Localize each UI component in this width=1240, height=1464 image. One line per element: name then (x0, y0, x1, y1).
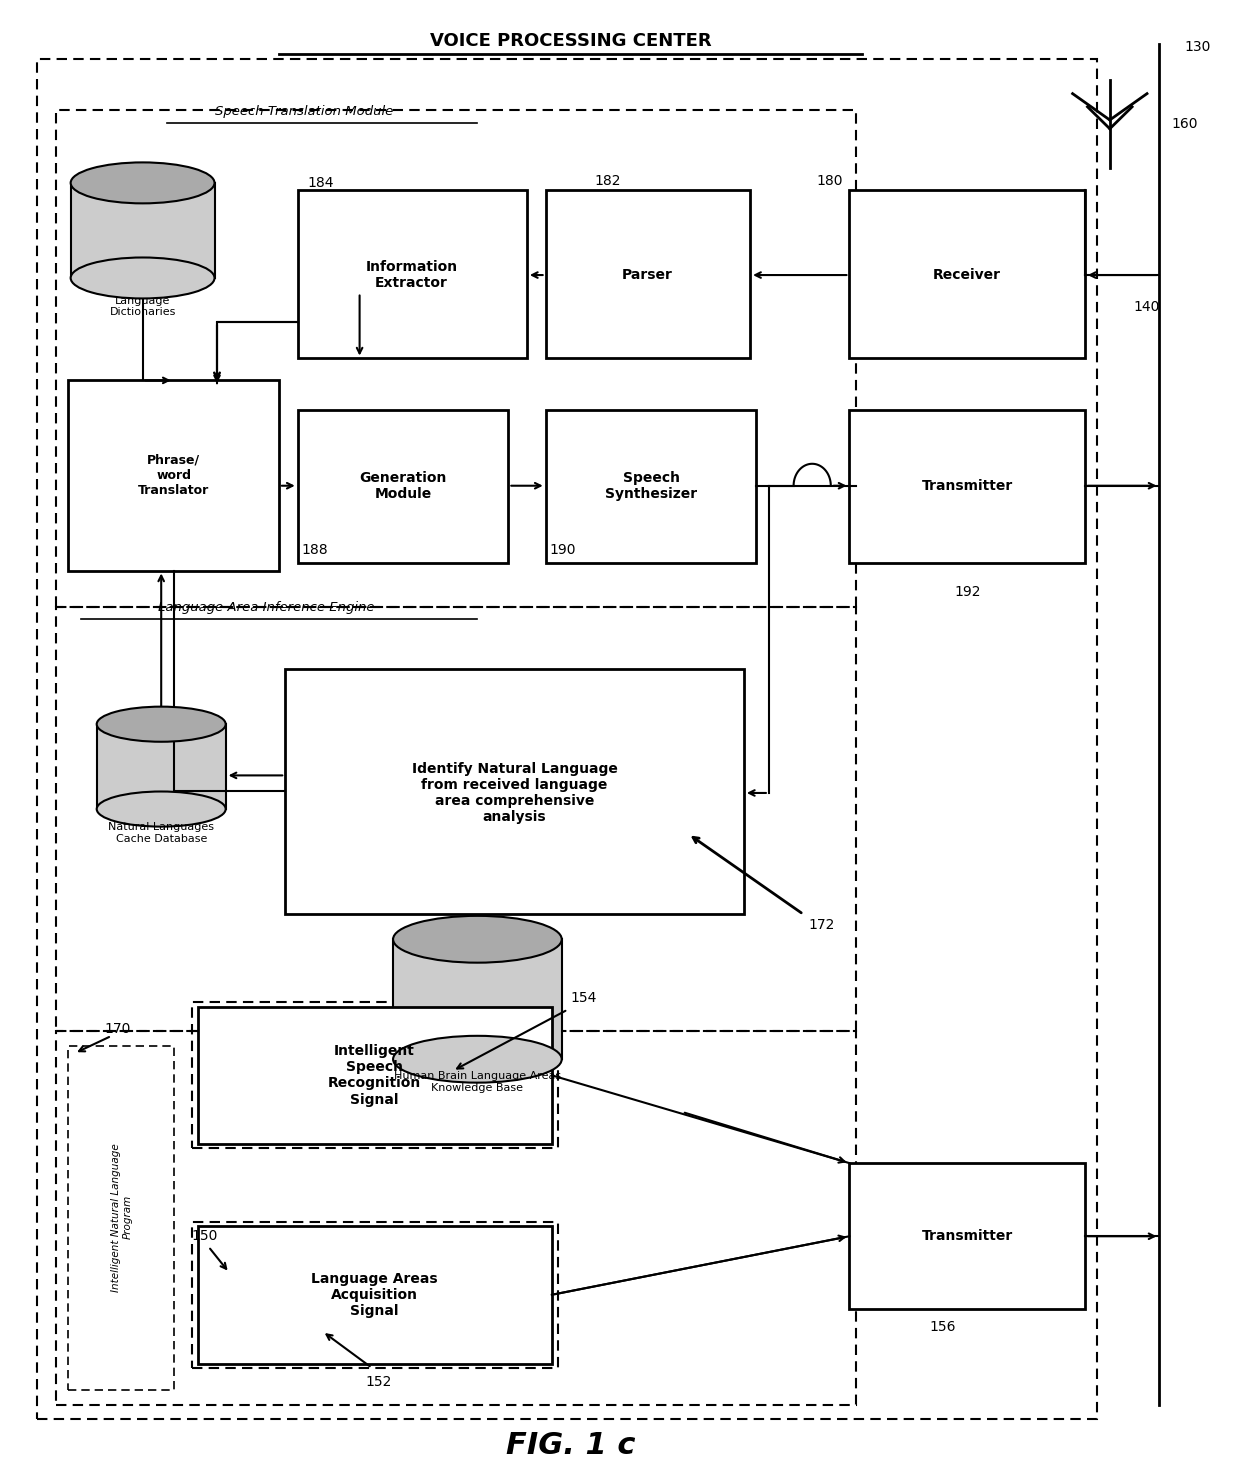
Text: 192: 192 (954, 586, 981, 599)
Ellipse shape (97, 707, 226, 742)
Text: Human Brain Language Areas
Knowledge Base: Human Brain Language Areas Knowledge Bas… (394, 1072, 560, 1092)
Bar (849, 190, 1085, 359)
Text: Speech Translation Module: Speech Translation Module (215, 105, 393, 117)
Ellipse shape (71, 163, 215, 203)
Text: Transmitter: Transmitter (921, 479, 1013, 493)
Text: Information
Extractor: Information Extractor (366, 261, 458, 290)
Bar (68, 1047, 174, 1389)
Text: 172: 172 (808, 918, 835, 931)
Bar (546, 190, 750, 359)
Text: Parser: Parser (621, 268, 673, 283)
Text: 156: 156 (929, 1319, 956, 1334)
Text: Language Area Inference Engine: Language Area Inference Engine (159, 600, 374, 613)
Text: Receiver: Receiver (934, 268, 1001, 283)
Text: Identify Natural Language
from received language
area comprehensive
analysis: Identify Natural Language from received … (412, 761, 618, 824)
Text: 160: 160 (1172, 117, 1198, 132)
Bar (68, 381, 279, 571)
Text: Natural Languages
Cache Database: Natural Languages Cache Database (108, 823, 215, 843)
Bar (37, 59, 1097, 1419)
Text: 152: 152 (365, 1375, 392, 1389)
Text: Intelligent
Speech
Recognition
Signal: Intelligent Speech Recognition Signal (327, 1044, 422, 1107)
Bar (285, 669, 744, 915)
Bar (56, 110, 856, 608)
Text: FIG. 1 c: FIG. 1 c (506, 1430, 635, 1460)
Text: 180: 180 (817, 174, 843, 189)
Bar (71, 183, 215, 278)
Text: Generation
Module: Generation Module (360, 470, 446, 501)
Text: 130: 130 (1184, 40, 1210, 54)
Text: 150: 150 (191, 1230, 218, 1243)
Text: Speech
Synthesizer: Speech Synthesizer (605, 470, 697, 501)
Bar (298, 410, 508, 564)
Bar (198, 1225, 552, 1363)
Text: 190: 190 (549, 543, 575, 558)
Text: 140: 140 (1133, 300, 1161, 315)
Bar (393, 940, 562, 1060)
Text: VOICE PROCESSING CENTER: VOICE PROCESSING CENTER (429, 32, 712, 50)
Bar (192, 1221, 558, 1367)
Bar (849, 410, 1085, 564)
Text: Phrase/
word
Translator: Phrase/ word Translator (138, 454, 210, 496)
Ellipse shape (97, 792, 226, 827)
Bar (298, 190, 527, 359)
Text: Transmitter: Transmitter (921, 1230, 1013, 1243)
Text: 182: 182 (594, 174, 621, 189)
Bar (198, 1007, 552, 1143)
Ellipse shape (393, 1037, 562, 1083)
Text: 188: 188 (301, 543, 327, 558)
Bar (192, 1003, 558, 1148)
Bar (56, 1032, 856, 1404)
Ellipse shape (71, 258, 215, 299)
Text: 170: 170 (104, 1022, 131, 1035)
Text: Language
Dictionaries: Language Dictionaries (109, 296, 176, 318)
Bar (97, 725, 226, 810)
Text: Intelligent Natural Language
Program: Intelligent Natural Language Program (110, 1143, 133, 1291)
Text: 154: 154 (570, 991, 596, 1004)
Bar (546, 410, 756, 564)
Ellipse shape (393, 916, 562, 963)
Text: Language Areas
Acquisition
Signal: Language Areas Acquisition Signal (311, 1272, 438, 1318)
Bar (849, 1162, 1085, 1309)
Bar (56, 608, 856, 1032)
Text: 184: 184 (308, 176, 334, 190)
